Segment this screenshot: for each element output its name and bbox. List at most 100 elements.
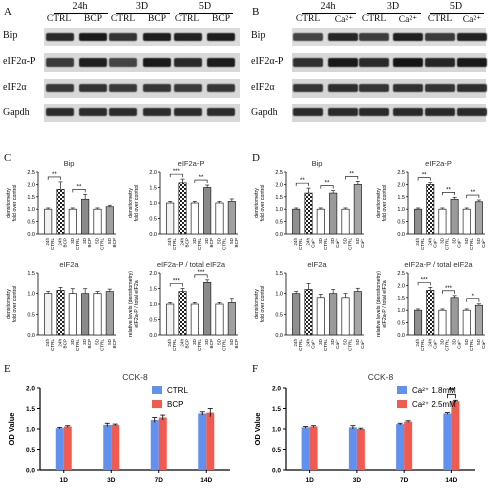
lane-label: BCP xyxy=(148,14,166,24)
y-axis-label: eIF2a-P / total eIF2a xyxy=(134,280,140,327)
legend-label: CTRL xyxy=(167,386,188,395)
x-tick-label: 5D xyxy=(355,338,360,345)
blot-strip-bip xyxy=(292,28,486,46)
x-tick-label: 3D xyxy=(204,237,209,244)
y-tick-label: 0.0 xyxy=(27,232,35,238)
x-tick-label: 24h xyxy=(45,339,50,347)
blot-row-label: Bip xyxy=(3,30,18,41)
bar xyxy=(206,412,215,470)
y-tick-label: 2.0 xyxy=(26,386,35,393)
y-tick-label: 1.0 xyxy=(275,207,283,213)
bar xyxy=(103,424,112,470)
significance-bracket xyxy=(169,283,183,287)
x-tick-label: 5D xyxy=(476,338,481,345)
lane-label: CTRL xyxy=(46,14,72,24)
blot-band xyxy=(46,33,74,41)
y-axis-label: fold over control xyxy=(260,185,266,222)
blot-band xyxy=(393,108,423,116)
x-tick-label: CTRL xyxy=(172,339,177,351)
blot-band xyxy=(293,84,323,92)
y-axis-label: fold over control xyxy=(12,286,18,323)
x-tick-label: 3D xyxy=(318,338,323,345)
bar xyxy=(166,303,175,336)
bar xyxy=(55,428,64,470)
x-tick-label: 3D xyxy=(70,237,75,244)
x-tick-label: 5D xyxy=(343,338,348,345)
bar xyxy=(426,290,435,336)
y-tick-label: 2.5 xyxy=(397,170,405,176)
bar xyxy=(426,184,435,235)
blot-band xyxy=(293,108,323,116)
chart-d-eif2a: eIF2a 0.0 0.5 1.0 1.5 densitometry fold over c… xyxy=(254,260,365,351)
y-tick-label: 1.0 xyxy=(275,292,283,298)
x-tick-label: CTRL xyxy=(420,238,425,250)
legend-swatch xyxy=(397,386,407,394)
x-tick-label: Ca²⁺ xyxy=(457,338,462,348)
x-tick-label: Ca²⁺ xyxy=(360,237,365,247)
x-tick-label: 5D xyxy=(464,237,469,244)
timepoint-label: 3D xyxy=(135,1,149,12)
x-tick-label: 5D xyxy=(107,237,112,244)
x-tick-label: Ca²⁺ xyxy=(432,338,437,348)
y-axis-label: fold over control xyxy=(134,185,140,222)
x-tick-label: CTRL xyxy=(469,339,474,351)
blot-band xyxy=(46,58,74,67)
x-tick-label: 3D xyxy=(330,338,335,345)
bar xyxy=(178,182,187,235)
x-tick-label: CTRL xyxy=(444,339,449,351)
x-tick-label: 24h xyxy=(415,238,420,246)
x-tick-label: CTRL xyxy=(348,339,353,351)
y-tick-label: 0.0 xyxy=(397,333,405,339)
chart-title: eIF2a-P xyxy=(425,159,452,168)
blot-band xyxy=(174,58,202,67)
y-tick-label: 0.5 xyxy=(275,312,283,318)
bar xyxy=(341,297,350,336)
blot-band xyxy=(393,33,423,41)
x-tick-label: 5D xyxy=(343,237,348,244)
chart-f-cck8: CCK-8 0.0 0.5 1.0 1.5 2.0 OD Value 1D 3D 7D 14D Ca²… xyxy=(253,372,475,484)
significance-bracket xyxy=(466,298,480,302)
significance-bracket xyxy=(446,393,456,399)
blot-band xyxy=(457,108,487,116)
x-tick-label: 24h xyxy=(167,339,172,347)
x-tick-label: 5D xyxy=(464,338,469,345)
significance-label: *** xyxy=(421,277,429,283)
chart-c-eif2a: eIF2a 0.0 0.5 1.0 1.5 densitometry fold over c… xyxy=(6,260,117,351)
x-tick-label: 3D xyxy=(353,477,362,484)
x-tick-label: 3D xyxy=(439,338,444,345)
x-tick-label: CTRL xyxy=(469,238,474,250)
x-tick-label: CTRL xyxy=(420,339,425,351)
significance-label: ** xyxy=(422,173,427,179)
blot-band xyxy=(359,84,389,92)
bar xyxy=(462,208,471,235)
x-tick-label: BCP xyxy=(234,238,239,247)
x-tick-label: 3D xyxy=(452,237,457,244)
blot-band xyxy=(143,33,171,41)
blot-band xyxy=(109,108,137,116)
x-tick-label: 24h xyxy=(58,238,63,246)
y-axis-label: eIF2a-P / total eIF2a xyxy=(382,280,388,327)
timepoint-label: 24h xyxy=(72,1,88,12)
x-tick-label: 24h xyxy=(293,238,298,246)
significance-bracket xyxy=(417,177,431,181)
y-tick-label: 1.5 xyxy=(397,296,405,302)
y-tick-label: 0.0 xyxy=(149,333,157,339)
timepoint-bar xyxy=(54,13,108,14)
significance-label: ** xyxy=(300,178,305,184)
timepoint-bar xyxy=(430,13,484,14)
x-tick-label: CTRL xyxy=(100,339,105,351)
blot-strip-eif2a xyxy=(292,79,486,98)
x-tick-label: 3D xyxy=(452,338,457,345)
lane-label: Ca²⁺ xyxy=(398,15,418,25)
significance-bracket xyxy=(442,290,455,294)
chart-e-cck8: CCK-8 0.0 0.5 1.0 1.5 2.0 OD Value 1D 3D 7D 14D CTR… xyxy=(7,372,230,484)
bar xyxy=(105,206,114,235)
timepoint-label: 3D xyxy=(386,1,400,12)
chart-title: eIF2a-P / total eIF2a xyxy=(157,260,226,269)
significance-bracket xyxy=(194,179,208,184)
x-tick-label: BCP xyxy=(87,339,92,348)
blot-strip-peif2a xyxy=(44,53,240,72)
y-axis-label: fold over control xyxy=(12,185,18,222)
lane-label: BCP xyxy=(212,14,230,24)
x-tick-label: 3D xyxy=(192,338,197,345)
